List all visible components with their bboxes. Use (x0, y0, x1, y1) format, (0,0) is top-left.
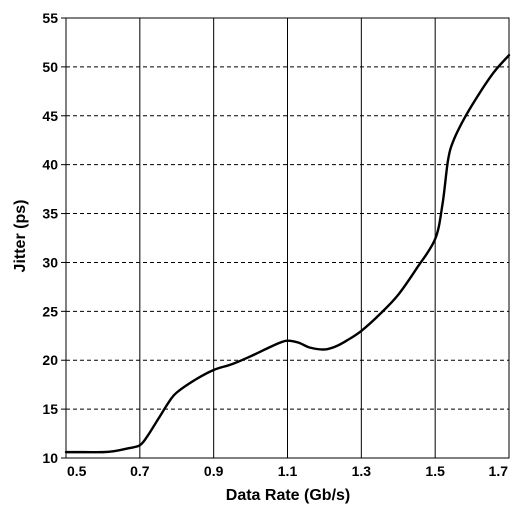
jitter-series-line (64, 53, 511, 454)
x-tick-label: 0.5 (67, 463, 87, 479)
y-tick-label: 10 (42, 450, 58, 466)
x-axis-title: Data Rate (Gb/s) (226, 487, 350, 504)
y-tick-label: 55 (42, 10, 58, 26)
y-tick-label: 50 (42, 59, 58, 75)
y-tick-label: 20 (42, 352, 58, 368)
x-tick-label: 0.9 (204, 463, 224, 479)
y-tick-label: 35 (42, 206, 58, 222)
y-axis-title: Jitter (ps) (12, 200, 29, 273)
y-tick-label: 45 (42, 108, 58, 124)
y-tick-label: 25 (42, 303, 58, 319)
y-tick-label: 15 (42, 401, 58, 417)
y-tick-label: 40 (42, 157, 58, 173)
x-tick-label: 1.5 (425, 463, 445, 479)
grid (61, 17, 509, 459)
series (64, 53, 511, 454)
tick-labels: 10 15 20 25 30 35 40 45 50 55 0.5 0.7 0.9 1.1 1.3 1.5 1.… (42, 10, 508, 479)
x-tick-label: 0.7 (130, 463, 150, 479)
y-tick-label: 30 (42, 254, 58, 270)
x-tick-label: 1.3 (352, 463, 372, 479)
x-tick-label: 1.1 (278, 463, 298, 479)
x-tick-label: 1.7 (489, 463, 509, 479)
plot-area-frame (65, 17, 510, 459)
